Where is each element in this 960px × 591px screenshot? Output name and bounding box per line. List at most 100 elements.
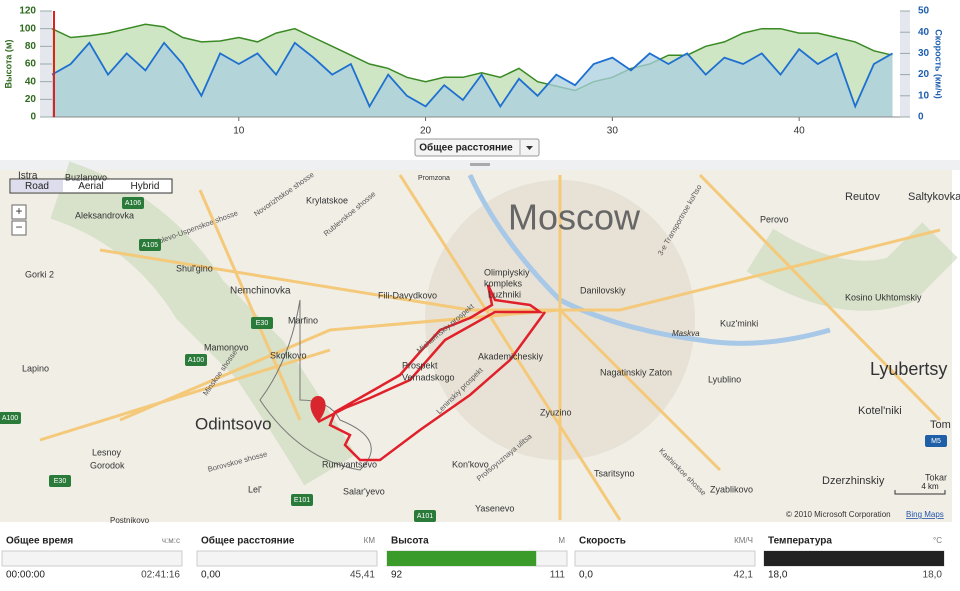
map-mode[interactable]: Road	[25, 181, 49, 192]
status-title: Общее расстояние	[201, 535, 295, 547]
y-axis-label: Высота (м)	[3, 39, 13, 88]
map-label: Postnikovo	[110, 516, 150, 525]
y2-tick-label: 10	[918, 90, 930, 101]
roads	[39, 173, 942, 521]
status-max: 45,41	[350, 570, 375, 581]
road-shield-label: A100	[2, 415, 18, 422]
copyright: © 2010 Microsoft Corporation	[786, 510, 891, 519]
map-label: Kosino Ukhtomskiy	[845, 292, 922, 302]
zoom-out[interactable]	[11, 220, 27, 236]
bing-link[interactable]: Bing Maps	[906, 510, 944, 519]
map-label: Tokar	[925, 472, 947, 482]
x-selector-label: Общее расстояние	[419, 142, 513, 154]
map-label: Lel'	[248, 484, 262, 494]
map-label: Dzerzhinskiy	[822, 475, 885, 487]
y2-tick-label: 30	[918, 48, 930, 59]
zoom-in[interactable]	[11, 204, 27, 220]
map-label: Reutov	[845, 191, 880, 203]
x-tick-label: 10	[233, 126, 245, 137]
status-track	[196, 550, 378, 567]
road-shield-label: M5	[931, 438, 941, 445]
zoom-label: −	[15, 220, 22, 234]
map-label: Olimpiyskiy	[484, 267, 530, 277]
map-label: Salar'yevo	[343, 486, 385, 496]
status-unit: М	[558, 536, 565, 545]
map-label: Zyuzino	[540, 407, 572, 417]
status-unit: КМ	[364, 536, 376, 545]
map-label: Nemchinovka	[230, 286, 291, 297]
map-mode-active	[11, 180, 63, 192]
map-label: Tsaritsyno	[594, 468, 635, 478]
status-unit: КМ/Ч	[734, 536, 753, 545]
y2-tick-label: 20	[918, 69, 930, 80]
map-label: Rumyantsevo	[322, 459, 377, 469]
status-title: Общее время	[6, 535, 73, 547]
map-label: Prospekt	[402, 360, 438, 370]
map-mode[interactable]: Hybrid	[131, 181, 160, 192]
series-area	[52, 42, 893, 117]
map-label: Buzlanovo	[65, 172, 107, 182]
x-tick-label: 20	[420, 126, 432, 137]
map-label: Luzhniki	[488, 289, 521, 299]
road-shield-label: E30	[256, 320, 269, 327]
map-label: Istra	[18, 171, 38, 182]
map-label: Yasenevo	[475, 503, 514, 513]
road-shield-label: A105	[142, 242, 158, 249]
map-label: Skolkovo	[270, 350, 307, 360]
road-shield-label: A100	[188, 357, 204, 364]
map-label: Kon'kovo	[452, 459, 489, 469]
splitter-grip	[470, 163, 490, 166]
map-label: Lapino	[22, 363, 49, 373]
status-title: Высота	[391, 536, 429, 547]
map-mode[interactable]: Aerial	[78, 181, 104, 192]
map-label: Akademicheskiy	[478, 351, 544, 361]
map-label: Maskva	[672, 329, 700, 338]
map-label: kompleks	[484, 278, 523, 288]
status-value: 0,0	[579, 570, 593, 581]
status-value: 92	[391, 570, 403, 581]
scale-bar	[894, 490, 946, 495]
y-tick-label: 40	[25, 76, 37, 87]
x-tick-label: 40	[794, 126, 806, 137]
zoom-label: +	[15, 204, 22, 218]
y2-tick-label: 0	[918, 112, 924, 123]
road-shield	[291, 494, 313, 506]
map[interactable]: Road Aerial Hybrid + − Istra Buzlanovo Aleksand…	[0, 161, 960, 525]
map-label: Kotel'niki	[858, 405, 902, 417]
position-marker	[310, 396, 326, 422]
map-label: Zyablikovo	[710, 484, 753, 494]
series-line	[51, 23, 893, 92]
map-label: Vernadskogo	[402, 372, 455, 382]
map-label: Perovo	[760, 214, 789, 224]
x-tick-label: 30	[607, 126, 619, 137]
x-selector[interactable]	[414, 138, 540, 157]
map-label: Marfino	[288, 315, 318, 325]
status-title: Температура	[768, 536, 832, 547]
map-label: Shul'gino	[176, 263, 213, 273]
status-max: 42,1	[734, 570, 754, 581]
status-unit: ч:м:с	[162, 536, 180, 545]
map-label: Lesnoy	[92, 447, 122, 457]
x-selector-arrow	[526, 146, 533, 150]
series-line	[51, 41, 893, 109]
axis-strip	[900, 11, 910, 117]
map-label: Lyublino	[708, 374, 741, 384]
road-shield	[185, 354, 207, 366]
road-shield-label: E30	[54, 478, 67, 485]
status-value: 00:00:00	[6, 570, 45, 581]
status-max: 02:41:16	[141, 570, 180, 581]
status-value: 18,0	[768, 570, 788, 581]
map-label: Fili-Davydkovo	[378, 290, 437, 300]
map-label: Promzona	[418, 175, 450, 182]
y2-tick-label: 40	[918, 27, 930, 38]
status-track	[574, 550, 756, 567]
road-shield-label: A101	[417, 513, 433, 520]
map-label: Saltykovka	[908, 191, 960, 203]
road-shield	[0, 412, 21, 424]
map-label: Mamonovo	[204, 342, 249, 352]
y-tick-label: 20	[25, 94, 37, 105]
road-shield	[925, 435, 947, 447]
map-label: Nagatinskiy Zaton	[600, 367, 672, 377]
scale-label: 4 km	[921, 482, 939, 491]
y-tick-label: 100	[19, 23, 36, 34]
